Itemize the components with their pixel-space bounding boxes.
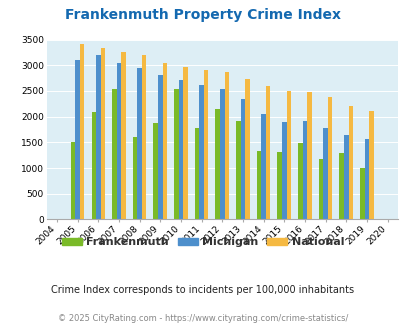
Bar: [137, 68, 142, 219]
Bar: [121, 52, 126, 219]
Bar: [307, 92, 311, 219]
Bar: [199, 85, 203, 219]
Bar: [343, 135, 347, 219]
Bar: [112, 89, 116, 219]
Bar: [265, 86, 270, 219]
Bar: [318, 159, 322, 219]
Legend: Frankenmuth, Michigan, National: Frankenmuth, Michigan, National: [57, 233, 348, 252]
Bar: [297, 144, 302, 219]
Bar: [256, 151, 261, 219]
Bar: [132, 137, 137, 219]
Bar: [178, 80, 183, 219]
Bar: [75, 60, 80, 219]
Bar: [286, 91, 290, 219]
Text: Crime Index corresponds to incidents per 100,000 inhabitants: Crime Index corresponds to incidents per…: [51, 285, 354, 295]
Bar: [80, 44, 84, 219]
Bar: [364, 139, 368, 219]
Bar: [203, 70, 208, 219]
Bar: [174, 89, 178, 219]
Bar: [215, 109, 220, 219]
Bar: [142, 55, 146, 219]
Bar: [240, 99, 245, 219]
Bar: [71, 142, 75, 219]
Bar: [347, 106, 352, 219]
Bar: [91, 112, 96, 219]
Bar: [302, 121, 307, 219]
Bar: [116, 63, 121, 219]
Bar: [359, 168, 364, 219]
Bar: [162, 63, 167, 219]
Bar: [245, 79, 249, 219]
Text: Frankenmuth Property Crime Index: Frankenmuth Property Crime Index: [65, 8, 340, 22]
Bar: [281, 122, 286, 219]
Bar: [327, 97, 332, 219]
Bar: [194, 128, 199, 219]
Bar: [224, 73, 228, 219]
Bar: [183, 67, 188, 219]
Bar: [261, 114, 265, 219]
Text: © 2025 CityRating.com - https://www.cityrating.com/crime-statistics/: © 2025 CityRating.com - https://www.city…: [58, 314, 347, 323]
Bar: [236, 121, 240, 219]
Bar: [158, 75, 162, 219]
Bar: [368, 111, 373, 219]
Bar: [96, 55, 100, 219]
Bar: [100, 48, 105, 219]
Bar: [277, 152, 281, 219]
Bar: [339, 153, 343, 219]
Bar: [153, 123, 158, 219]
Bar: [322, 128, 327, 219]
Bar: [220, 89, 224, 219]
